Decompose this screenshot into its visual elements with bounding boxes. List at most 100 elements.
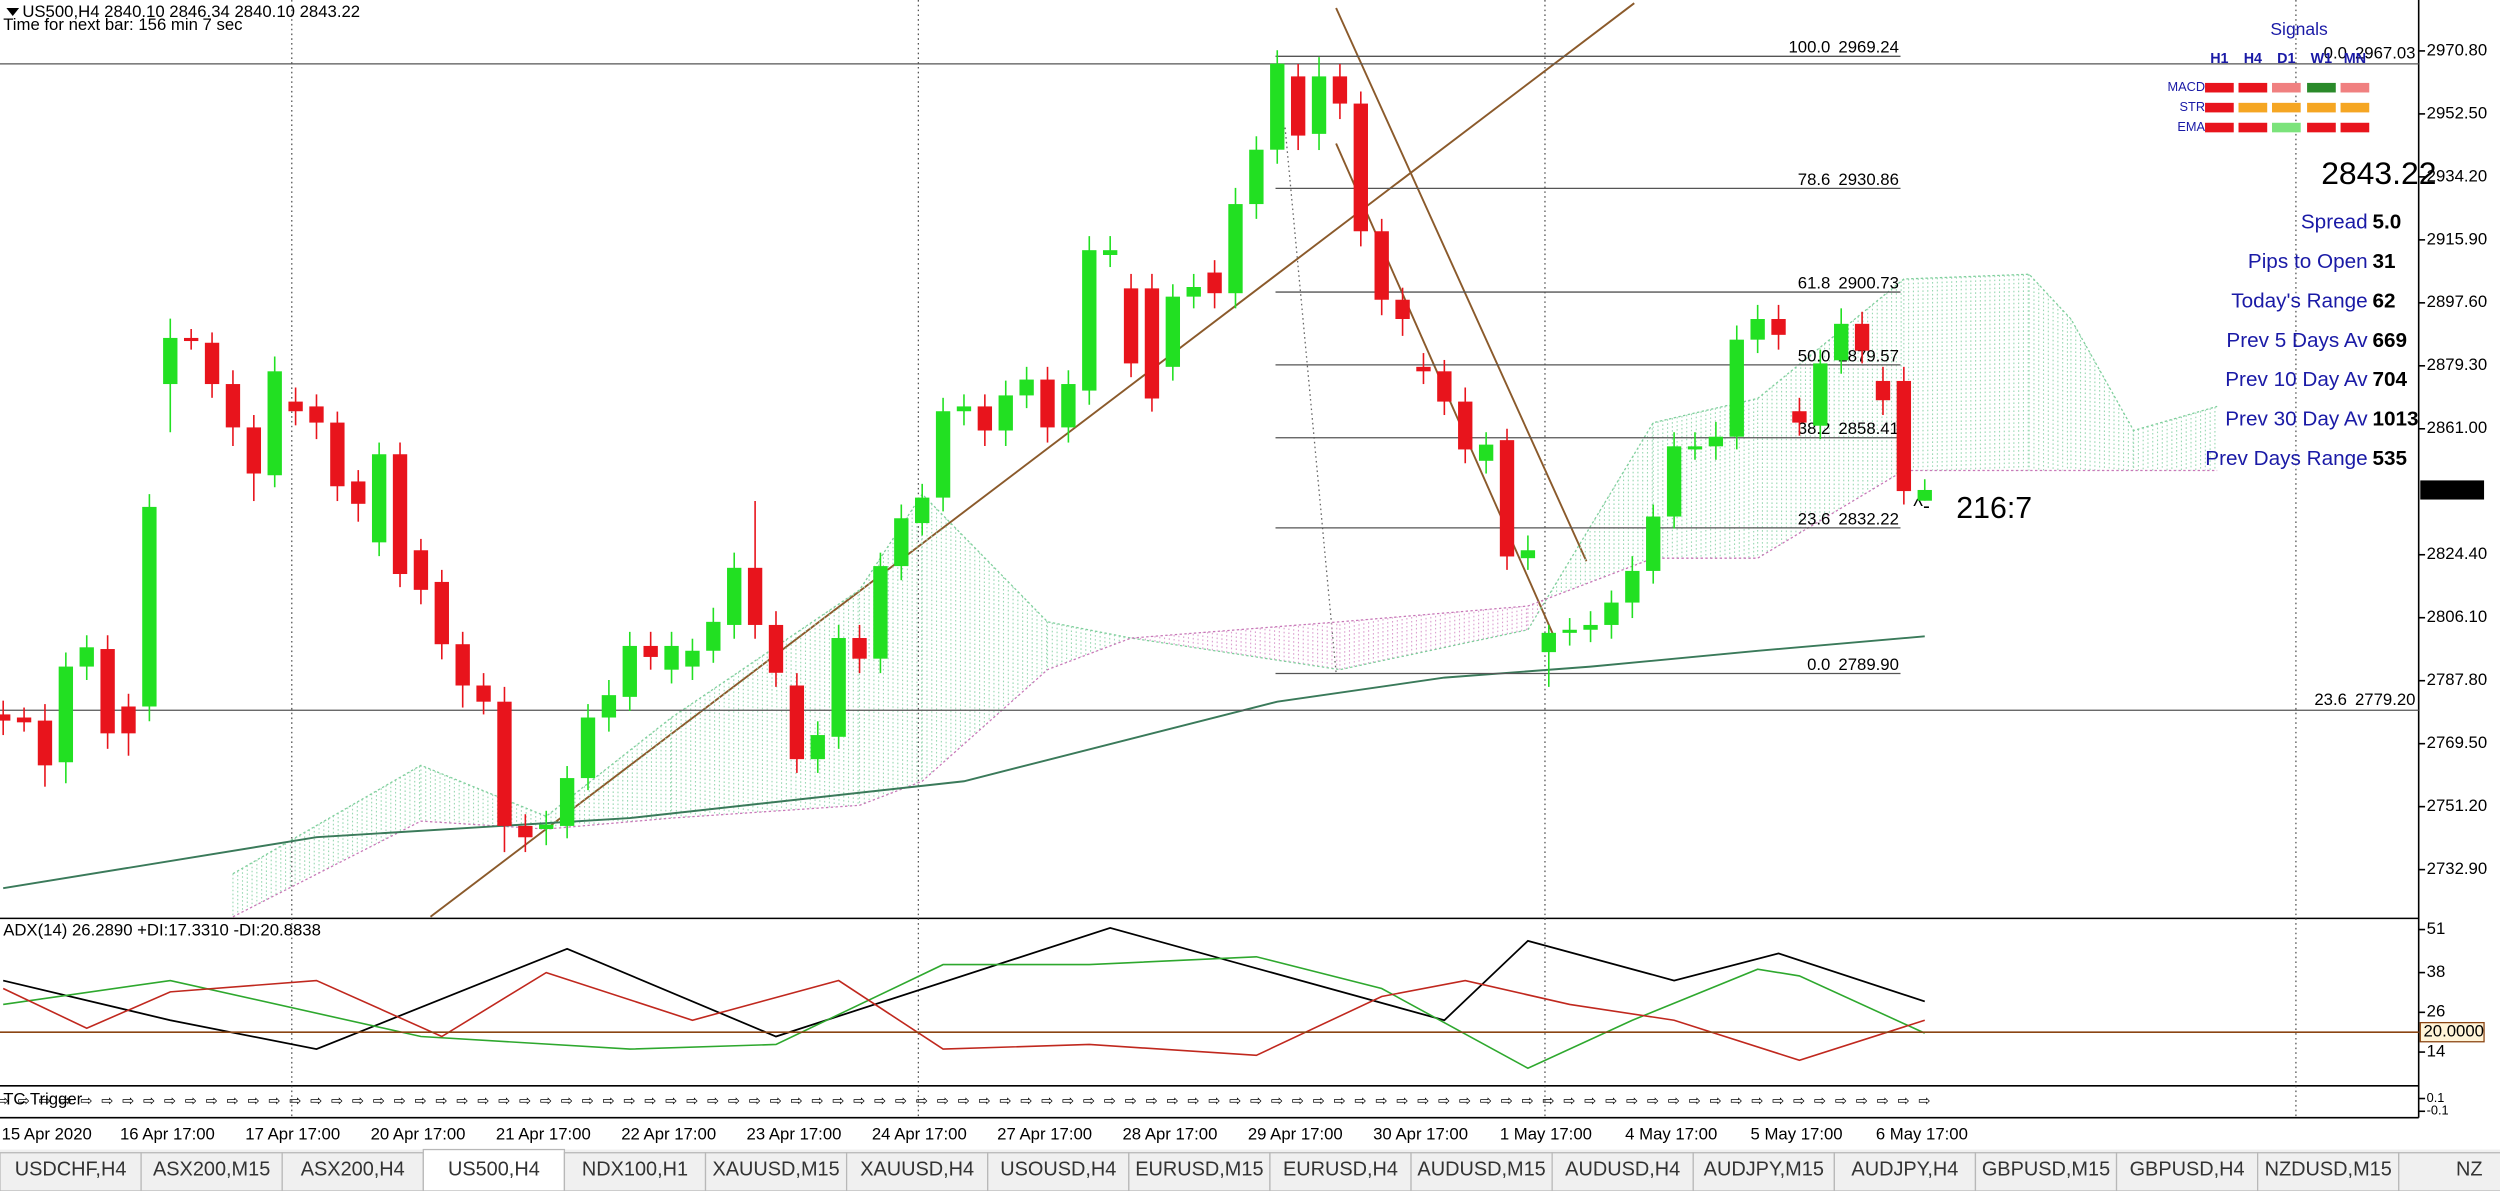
tab-label[interactable]: AUDUSD,H4	[1565, 1159, 1680, 1181]
tc-arrow: ⇨	[1542, 1093, 1554, 1109]
tab[interactable]	[422, 1148, 566, 1191]
tab-label[interactable]: NDX100,H1	[582, 1159, 688, 1181]
tab-label[interactable]: GBPUSD,M15	[1982, 1159, 2110, 1181]
candle-body	[643, 645, 658, 657]
tc-arrow: ⇨	[498, 1093, 510, 1109]
tab-label[interactable]: ASX200,M15	[153, 1159, 270, 1181]
channel-line	[1335, 7, 1588, 562]
signals-column: H4	[2244, 51, 2262, 67]
info-label: Prev 5 Days Av	[2226, 329, 2368, 352]
candle-body	[267, 371, 282, 476]
candle-body	[16, 717, 32, 723]
tab-label[interactable]: EURUSD,M15	[1135, 1159, 1263, 1181]
candle-body	[935, 411, 951, 498]
tab-label[interactable]: NZDUSD,M15	[2265, 1159, 2392, 1181]
fib-price: 2858.41	[1838, 419, 1899, 438]
tc-arrow: ⇨	[603, 1093, 615, 1109]
tc-arrow: ⇨	[1730, 1093, 1742, 1109]
candle-body	[1750, 319, 1765, 340]
candle-body	[559, 778, 575, 826]
y-tick-label: 2732.90	[2427, 859, 2488, 878]
x-tick-label: 22 Apr 17:00	[621, 1125, 716, 1144]
tab[interactable]	[2398, 1152, 2500, 1191]
tab-label[interactable]: XAUUSD,M15	[712, 1159, 839, 1181]
menu-arrow[interactable]	[6, 7, 20, 16]
tab[interactable]	[563, 1152, 707, 1191]
tab-label[interactable]: AUDJPY,M15	[1704, 1159, 1824, 1181]
tab-label[interactable]: US500,H4	[448, 1159, 540, 1181]
signal-cell	[2205, 122, 2234, 133]
fib-price: 2789.90	[1838, 655, 1899, 674]
candle-body	[79, 647, 94, 667]
tab[interactable]	[704, 1152, 848, 1191]
tab-label[interactable]: ASX200,H4	[301, 1159, 405, 1181]
tab-label[interactable]: NZ	[2456, 1159, 2483, 1181]
candle-body	[163, 337, 178, 385]
x-tick-label: 21 Apr 17:00	[496, 1125, 591, 1144]
candle-body	[1666, 446, 1682, 517]
tab-label[interactable]: AUDUSD,M15	[1417, 1159, 1545, 1181]
candle-body	[747, 567, 763, 625]
tc-arrow: ⇨	[1375, 1093, 1387, 1109]
tc-arrow: ⇨	[1751, 1093, 1763, 1109]
tc-arrow: ⇨	[770, 1093, 782, 1109]
tc-arrow: ⇨	[1668, 1093, 1680, 1109]
signals-column: H1	[2210, 51, 2228, 67]
tc-arrow: ⇨	[1041, 1093, 1053, 1109]
tab[interactable]	[1551, 1152, 1694, 1191]
tc-arrow: ⇨	[1208, 1093, 1220, 1109]
tc-arrow: ⇨	[1146, 1093, 1158, 1109]
x-tick-label: 17 Apr 17:00	[245, 1125, 340, 1144]
tab-label[interactable]: USDCHF,H4	[15, 1159, 127, 1181]
candle-body	[1687, 446, 1703, 450]
fib-price: 2779.20	[2355, 690, 2416, 709]
tc-arrow: ⇨	[853, 1093, 865, 1109]
tc-label: TC Trigger	[3, 1090, 82, 1109]
tab[interactable]	[987, 1152, 1130, 1191]
tc-arrow: ⇨	[1187, 1093, 1199, 1109]
info-value: 704	[2372, 368, 2407, 391]
y-tick-label: 2824.40	[2427, 544, 2488, 563]
signal-cell	[2340, 122, 2370, 133]
tab-label[interactable]: GBPUSD,H4	[2130, 1159, 2245, 1181]
candle-body	[413, 550, 429, 590]
tab[interactable]	[845, 1152, 989, 1191]
candle-body	[706, 621, 721, 651]
signal-cell	[2238, 102, 2268, 113]
fib-level: 100.0	[1788, 38, 1830, 57]
tab-label[interactable]: USOUSD,H4	[1000, 1159, 1116, 1181]
info-label: Prev Days Range	[2205, 447, 2367, 470]
tc-arrow: ⇨	[707, 1093, 719, 1109]
candle-body	[121, 706, 136, 734]
candle-body	[371, 454, 387, 543]
tc-arrow: ⇨	[122, 1093, 134, 1109]
tab[interactable]	[1692, 1152, 1835, 1191]
tab-label[interactable]: XAUUSD,H4	[860, 1159, 974, 1181]
tc-tick-label: -0.1	[2427, 1103, 2449, 1118]
x-tick-label: 27 Apr 17:00	[997, 1125, 1092, 1144]
bar-timer: Time for next bar: 156 min 7 sec	[3, 15, 242, 34]
tc-arrow: ⇨	[247, 1093, 259, 1109]
tab-label[interactable]: EURUSD,H4	[1283, 1159, 1398, 1181]
tc-arrow: ⇨	[561, 1093, 573, 1109]
tab[interactable]	[1410, 1152, 1553, 1191]
candle-body	[1353, 103, 1368, 232]
tab[interactable]	[140, 1152, 283, 1191]
tab[interactable]	[2115, 1152, 2259, 1191]
tab[interactable]	[1269, 1152, 1412, 1191]
tc-arrow: ⇨	[1710, 1093, 1722, 1109]
signals-row-name: STR	[2180, 99, 2206, 114]
candle-body	[622, 645, 637, 697]
candle-body	[810, 735, 825, 760]
candle-body	[768, 624, 784, 673]
candle-body	[1875, 380, 1891, 401]
candle-body	[1541, 632, 1556, 653]
candle-body	[664, 645, 679, 670]
tab-label[interactable]: AUDJPY,H4	[1851, 1159, 1958, 1181]
y-tick-label: 2879.30	[2427, 355, 2488, 374]
tab[interactable]	[1128, 1152, 1271, 1191]
info-value: 62	[2372, 289, 2395, 312]
candle-body	[37, 720, 53, 766]
fib-level: 61.8	[1798, 274, 1831, 293]
tc-arrow: ⇨	[1125, 1093, 1137, 1109]
